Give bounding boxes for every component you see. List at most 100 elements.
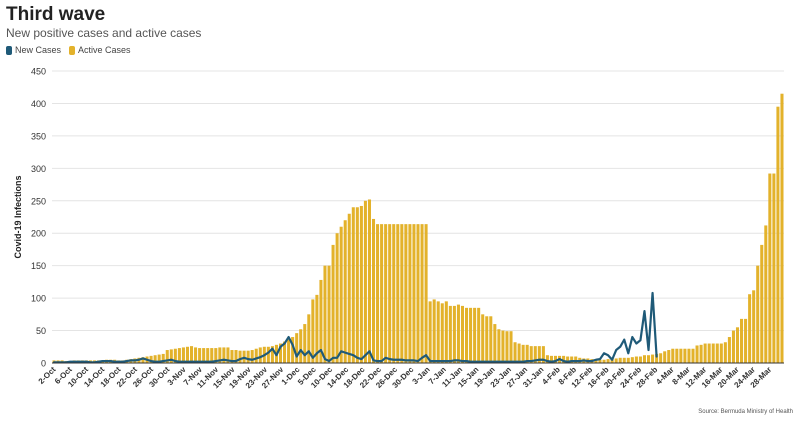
bar-active-cases <box>768 173 772 363</box>
bar-active-cases <box>234 350 238 363</box>
bar-active-cases <box>185 346 190 363</box>
bar-active-cases <box>181 347 185 363</box>
bar-active-cases <box>238 350 242 363</box>
bar-active-cases <box>667 350 671 363</box>
bar-active-cases <box>614 358 618 363</box>
bar-active-cases <box>331 244 335 363</box>
bar-active-cases <box>545 355 549 363</box>
legend-swatch-new-cases <box>6 45 12 55</box>
bar-active-cases <box>651 354 655 363</box>
y-axis-title: Covid-19 Infections <box>13 175 23 258</box>
y-tick-label: 350 <box>31 131 46 141</box>
bar-active-cases <box>432 299 436 363</box>
bar-active-cases <box>424 224 428 363</box>
bar-active-cases <box>323 265 327 363</box>
bar-active-cases <box>173 348 177 363</box>
bar-active-cases <box>634 356 638 363</box>
bar-active-cases <box>570 356 574 363</box>
bar-active-cases <box>493 324 497 363</box>
legend-swatch-active-cases <box>69 45 76 55</box>
bar-active-cases <box>537 346 541 363</box>
y-tick-label: 450 <box>31 67 46 77</box>
bar-active-cases <box>440 303 444 363</box>
bar-active-cases <box>630 357 634 363</box>
bar-active-cases <box>731 330 735 363</box>
bar-active-cases <box>776 106 780 363</box>
bar-active-cases <box>715 343 719 363</box>
bar-active-cases <box>723 342 727 363</box>
source-note: Source: Bermuda Ministry of Health <box>698 409 793 415</box>
bar-active-cases <box>719 343 723 363</box>
bar-active-cases <box>626 357 630 363</box>
bar-active-cases <box>711 343 715 363</box>
bar-active-cases <box>598 359 602 363</box>
bar-active-cases <box>465 307 469 363</box>
legend: New Cases Active Cases <box>6 45 139 55</box>
legend-item-new-cases[interactable]: New Cases <box>6 45 61 55</box>
y-tick-label: 150 <box>31 261 46 271</box>
bar-active-cases <box>456 304 460 363</box>
bar-active-cases <box>671 348 675 363</box>
bar-active-cases <box>299 329 303 363</box>
bar-active-cases <box>351 207 355 363</box>
bar-active-cases <box>772 173 776 363</box>
bar-active-cases <box>198 348 202 363</box>
bar-active-cases <box>380 224 384 363</box>
y-tick-label: 400 <box>31 99 46 109</box>
line-new-cases <box>52 291 658 364</box>
bar-active-cases <box>404 224 408 363</box>
bar-active-cases <box>339 226 343 363</box>
bar-active-cases <box>254 348 258 363</box>
bar-active-cases <box>707 343 711 363</box>
bar-active-cases <box>549 355 553 363</box>
bar-active-cases <box>513 342 517 363</box>
y-tick-label: 250 <box>31 196 46 206</box>
chart-subtitle: New positive cases and active cases <box>6 26 202 40</box>
bar-active-cases <box>230 350 234 363</box>
bar-active-cases <box>477 307 481 363</box>
bar-active-cases <box>270 346 274 363</box>
bar-active-cases <box>363 200 367 363</box>
bar-active-cases <box>452 305 456 363</box>
bar-active-cases <box>521 344 525 363</box>
bar-active-cases <box>622 357 626 363</box>
bar-active-cases <box>646 355 651 363</box>
bar-active-cases <box>319 279 323 363</box>
bar-active-cases <box>165 350 169 363</box>
bar-active-cases <box>161 353 165 363</box>
bar-active-cases <box>473 307 477 363</box>
bar-active-cases <box>222 347 226 363</box>
bar-active-cases <box>428 301 432 363</box>
bar-active-cases <box>687 348 691 363</box>
bar-active-cases <box>489 316 493 363</box>
bar-active-cases <box>517 343 521 363</box>
bar-active-cases <box>206 348 210 363</box>
bar-active-cases <box>194 347 198 363</box>
bar-active-cases <box>618 357 622 363</box>
bar-active-cases <box>436 301 440 363</box>
bar-active-cases <box>744 318 748 363</box>
bar-active-cases <box>210 348 214 363</box>
bar-active-cases <box>396 224 400 363</box>
bar-active-cases <box>740 318 744 363</box>
bar-active-cases <box>594 359 598 363</box>
y-tick-label: 300 <box>31 164 46 174</box>
y-tick-label: 100 <box>31 294 46 304</box>
bar-active-cases <box>727 337 731 363</box>
bar-active-cases <box>764 225 768 363</box>
bar-active-cases <box>250 350 254 363</box>
bar-active-cases <box>683 348 687 363</box>
bar-active-cases <box>311 299 315 363</box>
bar-active-cases <box>400 224 404 363</box>
bar-active-cases <box>343 220 347 363</box>
bar-active-cases <box>695 345 699 363</box>
bar-active-cases <box>703 343 707 363</box>
bar-active-cases <box>327 265 331 363</box>
bar-active-cases <box>303 324 307 363</box>
bar-active-cases <box>388 224 392 363</box>
bar-active-cases <box>566 356 570 363</box>
bar-active-cases <box>533 346 537 363</box>
legend-item-active-cases[interactable]: Active Cases <box>69 45 131 55</box>
bar-active-cases <box>157 354 161 363</box>
bar-active-cases <box>460 305 465 363</box>
